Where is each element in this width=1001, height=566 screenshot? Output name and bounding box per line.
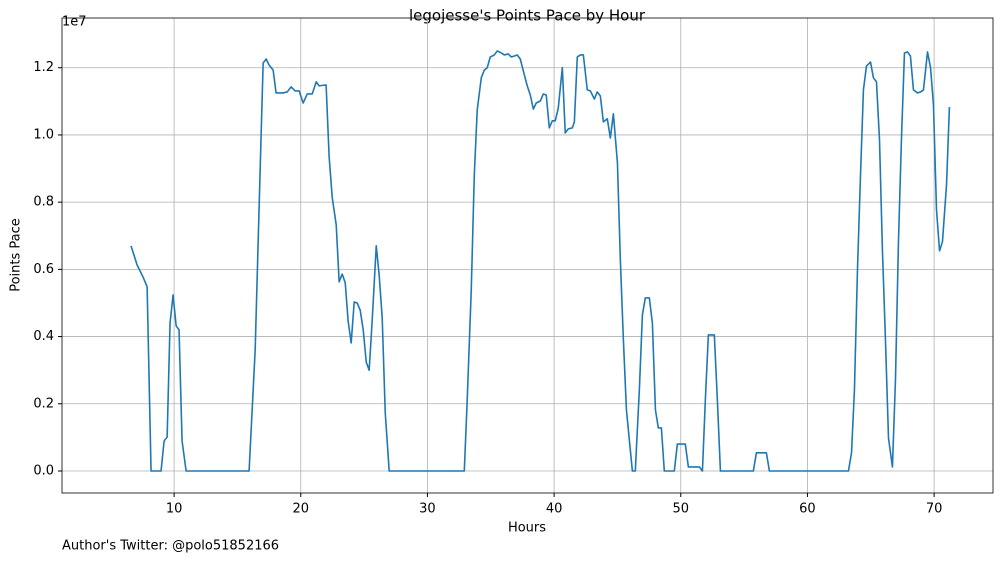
y-axis-label: Points Pace [9,218,24,292]
y-tick-label: 0.0 [33,463,54,478]
y-tick-label: 0.4 [33,329,54,344]
y-tick-label: 1.2 [33,60,54,75]
x-tick-label: 20 [292,502,309,517]
y-tick-label: 0.6 [33,262,54,277]
chart-title: legojesse's Points Pace by Hour [409,7,646,25]
x-tick-label: 10 [166,502,183,517]
footer: Author's Twitter: @polo51852166 [62,539,279,554]
line-series [130,50,951,472]
y-tick-label: 0.8 [33,195,54,210]
x-tick-label: 30 [419,502,436,517]
x-axis-label: Hours [508,521,546,536]
x-tick-label: 60 [799,502,816,517]
plot-frame [61,17,994,494]
y-tick-label: 0.2 [33,396,54,411]
x-tick-label: 40 [546,502,563,517]
x-tick-label: 50 [672,502,689,517]
y-tick-label: 1.0 [33,127,54,142]
x-tick-label: 70 [926,502,943,517]
y-offset-label: 1e7 [62,15,87,30]
